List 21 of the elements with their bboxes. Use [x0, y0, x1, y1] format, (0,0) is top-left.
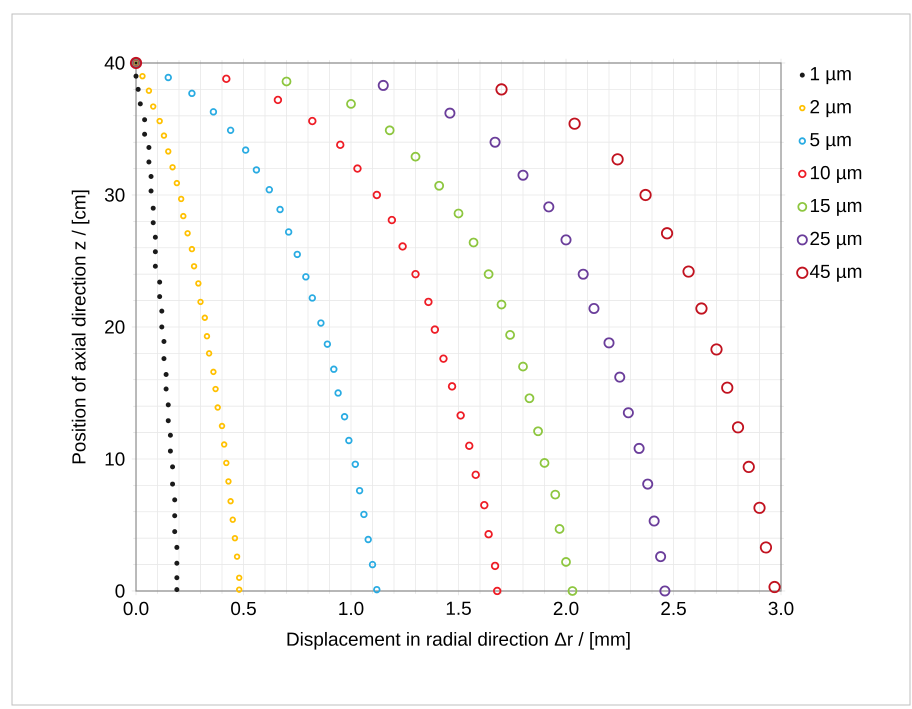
legend-label: 1 µm [810, 67, 851, 84]
legend-label: 5 µm [810, 133, 851, 150]
y-tick-label: 30 [104, 188, 124, 202]
x-tick-label: 2.0 [554, 602, 578, 616]
legend-label: 25 µm [810, 232, 862, 249]
x-tick-label: 1.5 [446, 602, 471, 615]
legend-label: 45 µm [810, 264, 862, 282]
y-axis-title: Position of axial direction z / [cm] [72, 190, 90, 464]
y-tick-label: 10 [106, 452, 124, 466]
legend-label: 15 µm [810, 198, 862, 216]
x-tick-label: 2.5 [661, 602, 686, 616]
legend-label: 10 µm [810, 166, 862, 184]
y-tick-label: 20 [105, 320, 124, 334]
x-axis-title: Displacement in radial direction Δr / [mm] [288, 632, 630, 650]
y-tick-label: 0 [115, 584, 124, 598]
y-tick-label: 40 [104, 56, 124, 70]
legend-label: 2 µm [810, 100, 851, 118]
x-tick-label: 0.0 [124, 602, 148, 616]
x-tick-label: 0.5 [231, 602, 256, 616]
x-tick-label: 1.0 [339, 602, 364, 616]
x-tick-label: 3.0 [768, 602, 794, 616]
